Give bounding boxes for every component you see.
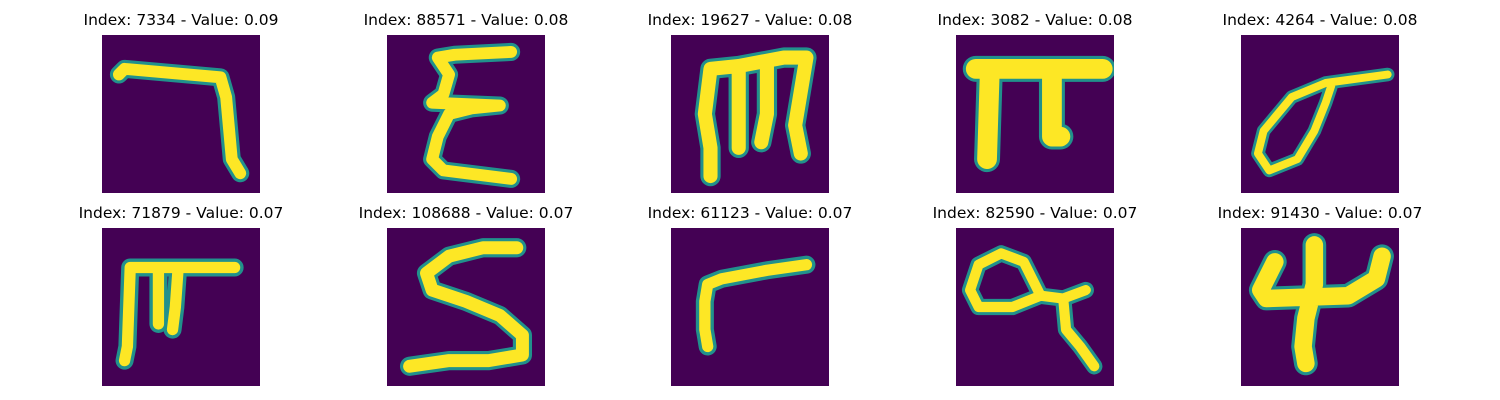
digit-image (671, 228, 829, 386)
digit-image (1241, 228, 1399, 386)
image-panel-2: Index: 88571 - Value: 0.08 (336, 8, 596, 198)
panel-title: Index: 61123 - Value: 0.07 (647, 204, 853, 222)
panel-title: Index: 82590 - Value: 0.07 (932, 204, 1138, 222)
four-like-stroke-glyph (1248, 233, 1394, 376)
digit-image (1241, 35, 1399, 193)
panel-title: Index: 7334 - Value: 0.09 (83, 11, 279, 29)
image-panel-9: Index: 82590 - Value: 0.07 (905, 201, 1165, 391)
pi-like-stroke-glyph (962, 55, 1114, 173)
seven-like-stroke-glyph (109, 59, 250, 183)
m-like-stroke-glyph (694, 47, 817, 187)
s-like-stroke-glyph (399, 238, 533, 376)
epsilon-like-stroke-glyph (423, 42, 521, 188)
digit-image (387, 35, 545, 193)
panel-title: Index: 71879 - Value: 0.07 (78, 204, 284, 222)
panel-title: Index: 108688 - Value: 0.07 (358, 204, 574, 222)
alpha-like-stroke-glyph (961, 245, 1103, 375)
digit-image (956, 228, 1114, 386)
panel-title: Index: 91430 - Value: 0.07 (1217, 204, 1423, 222)
digit-image (387, 228, 545, 386)
panel-title: Index: 88571 - Value: 0.08 (363, 11, 569, 29)
image-panel-4: Index: 3082 - Value: 0.08 (905, 8, 1165, 198)
image-panel-3: Index: 19627 - Value: 0.08 (620, 8, 880, 198)
digit-image (102, 228, 260, 386)
digit-image (102, 35, 260, 193)
image-panel-5: Index: 4264 - Value: 0.08 (1190, 8, 1450, 198)
image-panel-7: Index: 108688 - Value: 0.07 (336, 201, 596, 391)
sigma-like-stroke-glyph (1251, 67, 1395, 178)
panel-title: Index: 19627 - Value: 0.08 (647, 11, 853, 29)
image-panel-6: Index: 71879 - Value: 0.07 (51, 201, 311, 391)
panel-title: Index: 4264 - Value: 0.08 (1222, 11, 1418, 29)
pi-like-stroke-small-glyph (115, 258, 244, 370)
digit-image (956, 35, 1114, 193)
r-like-stroke-glyph (695, 255, 816, 356)
image-panel-1: Index: 7334 - Value: 0.09 (51, 8, 311, 198)
digit-image (671, 35, 829, 193)
image-panel-8: Index: 61123 - Value: 0.07 (620, 201, 880, 391)
panel-title: Index: 3082 - Value: 0.08 (937, 11, 1133, 29)
image-panel-10: Index: 91430 - Value: 0.07 (1190, 201, 1450, 391)
